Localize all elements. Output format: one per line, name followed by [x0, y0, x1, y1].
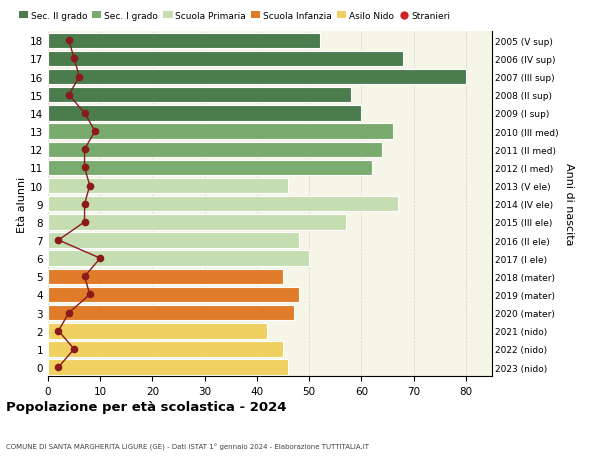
Bar: [48, 341, 283, 357]
Y-axis label: Età alunni: Età alunni: [17, 176, 27, 232]
Bar: [48, 106, 361, 121]
Bar: [48, 233, 299, 248]
Bar: [48, 160, 372, 176]
Bar: [48, 51, 403, 67]
Bar: [48, 34, 320, 49]
Bar: [48, 124, 393, 140]
Bar: [48, 142, 382, 157]
Bar: [48, 215, 346, 230]
Bar: [48, 359, 288, 375]
Legend: Sec. II grado, Sec. I grado, Scuola Primaria, Scuola Infanzia, Asilo Nido, Stran: Sec. II grado, Sec. I grado, Scuola Prim…: [19, 12, 450, 21]
Bar: [48, 324, 268, 339]
Bar: [48, 70, 466, 85]
Text: COMUNE DI SANTA MARGHERITA LIGURE (GE) - Dati ISTAT 1° gennaio 2024 - Elaborazio: COMUNE DI SANTA MARGHERITA LIGURE (GE) -…: [6, 442, 369, 450]
Bar: [48, 179, 288, 194]
Bar: [48, 269, 283, 285]
Bar: [48, 305, 293, 321]
Bar: [48, 88, 351, 103]
Y-axis label: Anni di nascita: Anni di nascita: [564, 163, 574, 246]
Bar: [48, 251, 309, 266]
Bar: [48, 287, 299, 302]
Text: Popolazione per età scolastica - 2024: Popolazione per età scolastica - 2024: [6, 400, 287, 413]
Bar: [48, 196, 398, 212]
